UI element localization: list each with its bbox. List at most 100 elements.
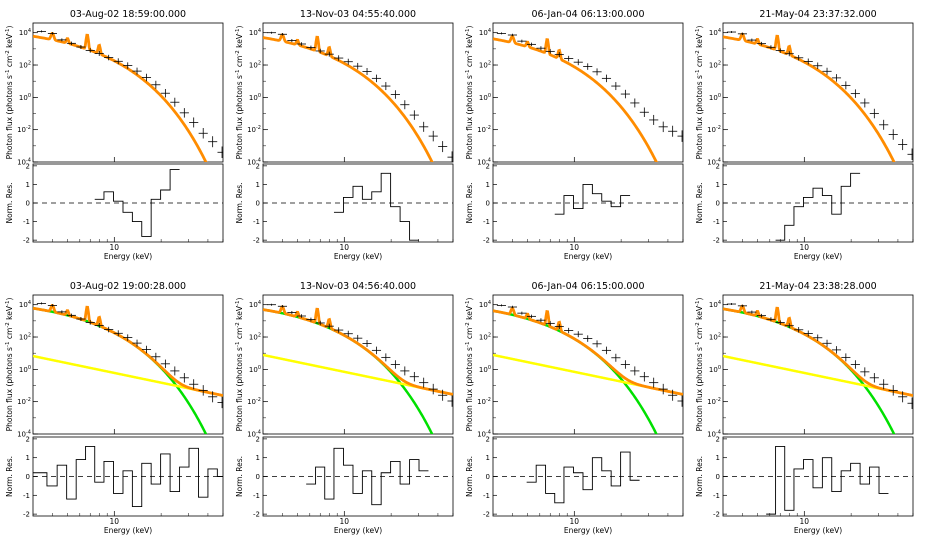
tick-mantissa: 10 [249, 29, 258, 37]
top-axes-frame [262, 294, 454, 435]
flux-label-part: -2 [5, 50, 11, 55]
flux-label-part: -1 [5, 29, 11, 34]
flux-label-part: ) [695, 298, 704, 301]
flux-tick-label: 10-4 [247, 430, 261, 439]
res-tick-label: -1 [483, 218, 490, 226]
flux-tick-label: 104 [479, 28, 491, 37]
energy-axis-label: Energy (keV) [104, 252, 152, 261]
total-model-line [493, 306, 683, 396]
plot-area [493, 304, 683, 434]
tick-mantissa: 10 [19, 29, 28, 37]
flux-tick-label: 10-2 [17, 125, 31, 134]
flux-label-part: -1 [465, 29, 471, 34]
flux-label-part: -2 [235, 322, 241, 327]
total-model-line [33, 304, 223, 397]
flux-label-part: ) [465, 26, 474, 29]
res-tick-label: 2 [26, 435, 30, 443]
tick-mantissa: 10 [19, 366, 28, 374]
tick-exponent: 4 [258, 300, 261, 306]
tick-mantissa: 10 [709, 334, 718, 342]
tick-exponent: -2 [716, 125, 721, 131]
flux-label-part: keV [695, 33, 704, 50]
plot-area [493, 32, 683, 162]
flux-label-part: -1 [695, 342, 701, 347]
tick-exponent: -2 [26, 125, 31, 131]
flux-label-part: cm [695, 56, 704, 70]
tick-exponent: 4 [28, 28, 31, 34]
res-tick-label: 0 [716, 200, 720, 208]
tick-mantissa: 10 [479, 94, 488, 102]
tick-mantissa: 10 [707, 126, 716, 134]
energy-axis-label: Energy (keV) [334, 526, 382, 535]
tick-mantissa: 10 [479, 334, 488, 342]
flux-label-part: cm [465, 56, 474, 70]
res-axis-label: Norm. Res. [5, 182, 14, 223]
flux-label-part: -1 [235, 301, 241, 306]
tick-exponent: 4 [258, 28, 261, 34]
flux-tick-label: 100 [249, 93, 261, 102]
tick-exponent: 0 [488, 365, 491, 371]
top-axes-frame [32, 294, 224, 435]
tick-exponent: -4 [26, 158, 31, 164]
spectrum-panel-2: 13-Nov-03 04:55:40.00010410210010-210-4P… [235, 9, 454, 261]
flux-axis-label: Photon flux (photons s-1 cm-2 keV-1) [235, 298, 244, 432]
res-tick-label: 2 [256, 435, 260, 443]
flux-axis-label: Photon flux (photons s-1 cm-2 keV-1) [5, 26, 14, 160]
res-tick-label: 1 [716, 181, 720, 189]
panel-title: 03-Aug-02 19:00:28.000 [70, 281, 186, 292]
spectrum-panel-7: 06-Jan-04 06:15:00.00010410210010-210-4P… [465, 281, 684, 535]
tick-mantissa: 10 [247, 159, 256, 167]
tick-mantissa: 10 [479, 29, 488, 37]
res-axis-label: Norm. Res. [5, 456, 14, 497]
residual-step-line [766, 445, 889, 515]
res-tick-label: -1 [253, 218, 260, 226]
tick-exponent: -2 [716, 397, 721, 403]
tick-mantissa: 10 [17, 126, 26, 134]
flux-axis-label: Photon flux (photons s-1 cm-2 keV-1) [5, 298, 14, 432]
flux-tick-label: 104 [249, 28, 261, 37]
flux-label-part: Photon flux (photons s [465, 75, 474, 159]
tick-exponent: -4 [26, 430, 31, 436]
flux-label-part: -2 [465, 322, 471, 327]
tick-exponent: 0 [488, 93, 491, 99]
tick-exponent: 2 [258, 333, 261, 339]
residual-step-line [526, 451, 640, 504]
flux-label-part: -2 [5, 322, 11, 327]
res-tick-label: 1 [26, 454, 30, 462]
total-model-line [263, 305, 453, 396]
energy-tick-label: 10 [110, 517, 120, 526]
top-axes-frame [492, 22, 684, 163]
tick-mantissa: 10 [707, 159, 716, 167]
flux-tick-label: 100 [249, 365, 261, 374]
flux-label-part: ) [235, 298, 244, 301]
tick-exponent: 4 [28, 300, 31, 306]
tick-exponent: 2 [28, 61, 31, 67]
flux-label-part: cm [235, 56, 244, 70]
energy-axis-label: Energy (keV) [564, 252, 612, 261]
tick-mantissa: 10 [247, 126, 256, 134]
res-tick-label: -2 [483, 237, 490, 245]
res-tick-label: 0 [486, 473, 490, 481]
flux-tick-label: 100 [709, 93, 721, 102]
tick-mantissa: 10 [249, 62, 258, 70]
flux-axis-label: Photon flux (photons s-1 cm-2 keV-1) [695, 298, 704, 432]
flux-label-part: -1 [5, 342, 11, 347]
tick-exponent: 2 [718, 333, 721, 339]
energy-tick-label: 10 [570, 243, 580, 252]
tick-mantissa: 10 [247, 398, 256, 406]
tick-exponent: 2 [718, 61, 721, 67]
flux-tick-label: 100 [19, 365, 31, 374]
tick-mantissa: 10 [709, 366, 718, 374]
flux-tick-label: 10-4 [707, 430, 721, 439]
flux-label-part: ) [465, 298, 474, 301]
total-model-line [33, 32, 208, 162]
residual-step-line [775, 172, 861, 241]
flux-tick-label: 100 [709, 365, 721, 374]
tick-mantissa: 10 [477, 159, 486, 167]
res-tick-label: -2 [483, 511, 490, 519]
tick-exponent: -4 [256, 158, 261, 164]
plot-area [33, 302, 223, 434]
res-tick-label: 1 [256, 454, 260, 462]
flux-tick-label: 10-2 [707, 125, 721, 134]
